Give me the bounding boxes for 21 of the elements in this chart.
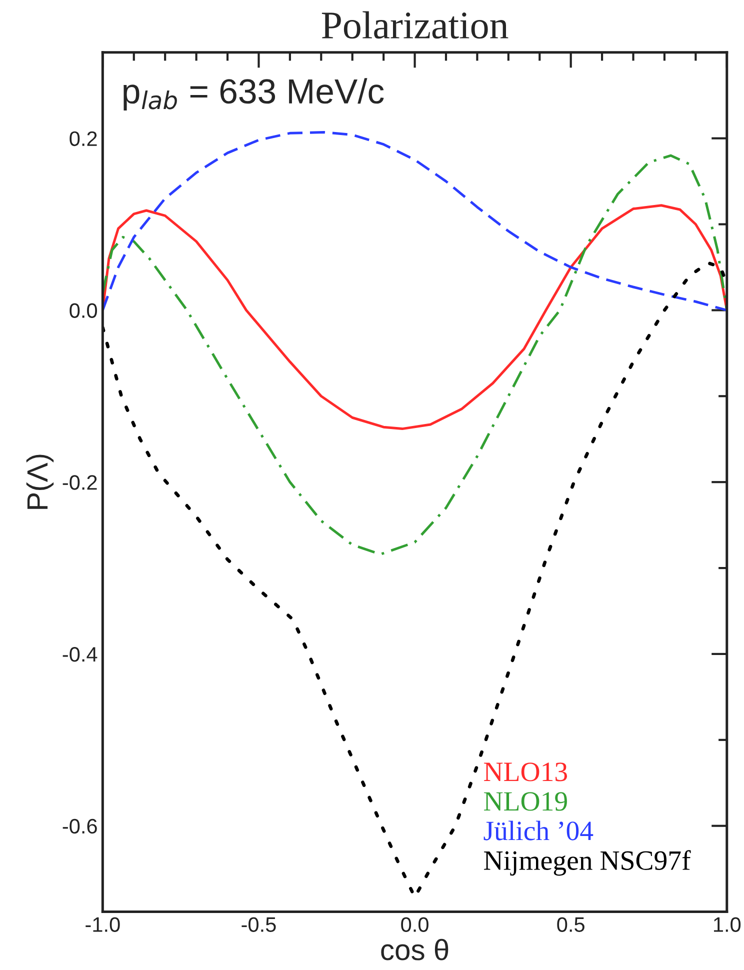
line-series <box>102 131 727 312</box>
line-series <box>102 154 727 556</box>
annotation: p$_{lab}$ = 633 MeV/c <box>124 78 384 111</box>
x-tick-label: 1.0 <box>714 917 741 932</box>
text: Jülich ’04 <box>484 820 594 840</box>
x-tick-label: 0.0 <box>401 917 428 932</box>
text: NLO19 <box>484 792 567 811</box>
y-tick-label: -0.2 <box>62 475 97 490</box>
y-tick-label: 0.0 <box>70 303 97 318</box>
y-tick-label: -0.4 <box>62 646 98 662</box>
text: NLO13 <box>484 762 568 782</box>
x-tick-label: -1.0 <box>86 917 120 932</box>
chart-title: Polarization <box>322 11 508 39</box>
x-tick-label: -0.5 <box>242 917 276 932</box>
line-series <box>102 204 727 430</box>
y-tick-label: 0.2 <box>70 131 97 146</box>
series-label: Nijmegen NSC97f <box>484 850 691 876</box>
y-axis-title: P(Λ) <box>26 454 54 509</box>
x-tick-label: 0.5 <box>557 917 584 932</box>
x-axis-title: cos θ <box>381 938 448 960</box>
y-tick-label: -0.6 <box>62 818 97 834</box>
